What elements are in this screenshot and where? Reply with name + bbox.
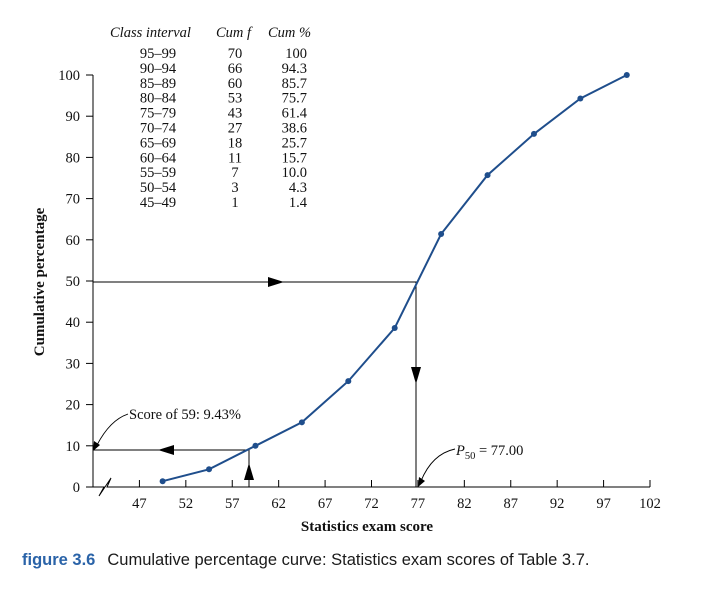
arrow-right-icon xyxy=(268,277,284,287)
table-header-class-interval: Class interval xyxy=(110,25,191,41)
data-point xyxy=(345,378,352,385)
data-points xyxy=(159,72,630,485)
guide-lines xyxy=(93,281,417,487)
figure-caption-text: Cumulative percentage curve: Statistics … xyxy=(107,551,590,569)
score59-guide xyxy=(93,449,250,487)
y-tick-label: 100 xyxy=(58,68,80,84)
table-cell-class-interval: 70–74 xyxy=(140,121,177,137)
y-tick-label: 30 xyxy=(66,356,81,372)
y-tick-label: 50 xyxy=(66,274,81,290)
axes xyxy=(92,75,650,497)
arrow-up-icon xyxy=(244,463,254,480)
table-cell-cum-pct: 25.7 xyxy=(282,135,307,151)
x-tick-label: 97 xyxy=(596,496,611,512)
x-axis-ticks: 47 52 57 62 67 72 77 82 87 92 97 102 xyxy=(132,480,661,512)
table-cell-class-interval: 95–99 xyxy=(140,46,176,62)
table-cell-cum-f: 1 xyxy=(231,195,238,211)
y-tick-label: 70 xyxy=(66,192,81,208)
data-point xyxy=(623,72,630,78)
x-tick-label: 62 xyxy=(271,496,286,512)
table-cell-cum-pct: 15.7 xyxy=(282,150,307,166)
table-cell-cum-f: 66 xyxy=(228,61,243,77)
y-tick-label: 90 xyxy=(66,109,81,125)
x-tick-label: 92 xyxy=(550,496,565,512)
arrow-down-icon xyxy=(411,367,421,384)
table-cell-cum-pct: 94.3 xyxy=(282,61,307,77)
p50-label: P50 = 77.00 xyxy=(455,443,523,462)
table-cell-class-interval: 55–59 xyxy=(140,165,176,181)
data-point xyxy=(484,172,491,179)
table-cell-cum-pct: 100 xyxy=(285,46,307,62)
y-tick-label: 40 xyxy=(66,315,81,331)
table-cell-class-interval: 90–94 xyxy=(140,61,177,77)
cumulative-percentage-chart: Class interval Cum f Cum % 95–99 70 10090–… xyxy=(32,25,661,535)
data-point xyxy=(438,231,445,238)
x-tick-label: 102 xyxy=(639,496,661,512)
table-cell-cum-f: 60 xyxy=(228,76,243,92)
y-tick-label: 10 xyxy=(66,439,81,455)
x-tick-label: 57 xyxy=(225,496,240,512)
x-tick-label: 72 xyxy=(364,496,379,512)
x-axis-break xyxy=(93,477,650,497)
table-cell-cum-f: 27 xyxy=(228,121,243,137)
y-tick-label: 60 xyxy=(66,233,81,249)
data-point xyxy=(577,95,584,102)
y-axis-title: Cumulative percentage xyxy=(32,207,48,356)
table-cell-class-interval: 75–79 xyxy=(140,106,176,122)
y-tick-label: 20 xyxy=(66,398,81,414)
table-cell-class-interval: 65–69 xyxy=(140,135,176,151)
table-cell-cum-pct: 1.4 xyxy=(289,195,308,211)
data-point xyxy=(391,324,398,331)
figure-caption: figure 3.6 Cumulative percentage curve: S… xyxy=(22,551,589,570)
score59-leader xyxy=(96,413,129,446)
data-point xyxy=(298,419,305,426)
arrow-left-icon xyxy=(158,445,174,455)
table-cell-cum-f: 18 xyxy=(228,135,243,151)
score59-leader-arrow-icon xyxy=(93,441,100,451)
x-tick-label: 47 xyxy=(132,496,147,512)
x-tick-label: 77 xyxy=(411,496,426,512)
data-point xyxy=(206,466,213,473)
p50-leader xyxy=(420,448,456,482)
figure-label: figure 3.6 xyxy=(22,551,96,569)
table-cell-class-interval: 85–89 xyxy=(140,76,176,92)
score59-label: Score of 59: 9.43% xyxy=(129,407,241,423)
table-header-cum-pct: Cum % xyxy=(268,25,311,41)
data-point xyxy=(530,130,537,137)
table-cell-cum-f: 7 xyxy=(231,165,238,181)
data-point xyxy=(159,478,166,485)
table-cell-cum-pct: 85.7 xyxy=(282,76,307,92)
table-cell-class-interval: 80–84 xyxy=(140,91,177,107)
table-cell-cum-f: 70 xyxy=(228,46,243,62)
table-cell-class-interval: 45–49 xyxy=(140,195,176,211)
y-axis-ticks: 0 10 20 30 40 50 60 70 80 90 100 xyxy=(58,68,93,496)
x-tick-label: 52 xyxy=(179,496,194,512)
x-tick-label: 67 xyxy=(318,496,333,512)
table-header-cum-f: Cum f xyxy=(216,25,253,41)
table-cell-cum-f: 3 xyxy=(231,180,238,196)
x-tick-label: 82 xyxy=(457,496,472,512)
table-cell-cum-pct: 10.0 xyxy=(282,165,307,181)
y-tick-label: 0 xyxy=(73,480,80,496)
table-cell-class-interval: 50–54 xyxy=(140,180,177,196)
y-tick-label: 80 xyxy=(66,150,81,166)
table-rows: 95–99 70 100 90–94 66 94.3 85–89 60 85.7 80–84 53 7… xyxy=(140,46,308,211)
data-point xyxy=(252,442,259,449)
p50-guide xyxy=(93,281,417,487)
annotations: Score of 59: 9.43% P50 = 77.00 xyxy=(93,407,523,487)
frequency-table: Class interval Cum f Cum % 95–99 70 100 90–… xyxy=(110,25,311,211)
x-tick-label: 87 xyxy=(504,496,519,512)
table-cell-cum-f: 11 xyxy=(228,150,242,166)
guide-arrows xyxy=(158,277,421,480)
table-cell-cum-f: 53 xyxy=(228,91,243,107)
table-cell-cum-pct: 38.6 xyxy=(282,121,307,137)
table-cell-cum-f: 43 xyxy=(228,106,243,122)
table-cell-cum-pct: 75.7 xyxy=(282,91,307,107)
table-cell-cum-pct: 4.3 xyxy=(289,180,307,196)
table-cell-cum-pct: 61.4 xyxy=(282,106,308,122)
p50-leader-arrow-icon xyxy=(418,477,425,487)
table-cell-class-interval: 60–64 xyxy=(140,150,177,166)
x-axis-title: Statistics exam score xyxy=(301,519,434,535)
